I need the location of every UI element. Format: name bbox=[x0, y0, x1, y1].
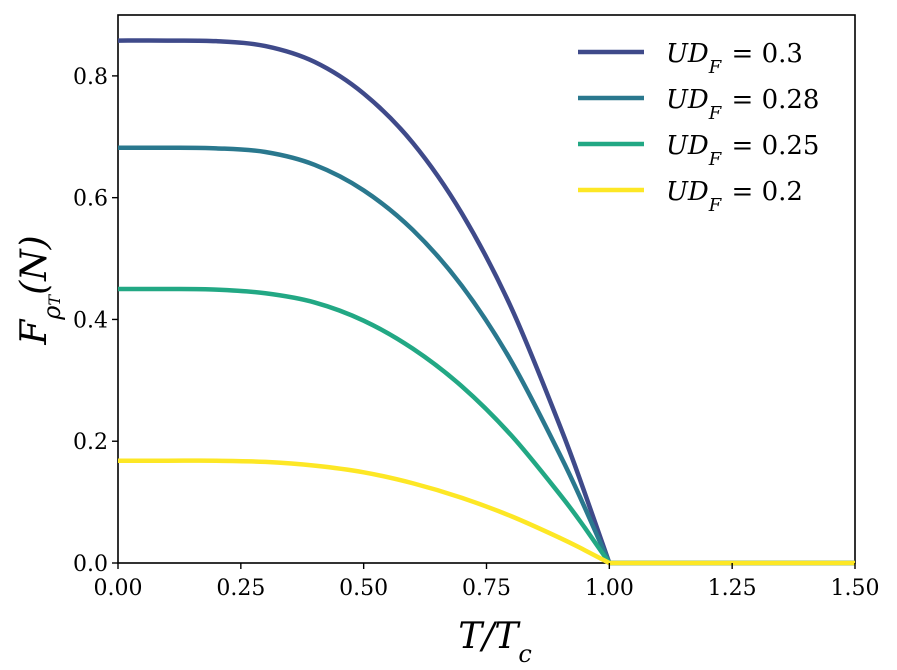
y-tick-label: 0.6 bbox=[73, 187, 108, 212]
x-axis-ticks: 0.00 0.25 0.50 0.75 1.00 1.25 1.50 bbox=[94, 563, 880, 601]
legend: UDF = 0.3 UDF = 0.28 UDF = 0.25 UDF = 0.2 bbox=[578, 39, 819, 216]
y-tick-label: 0.0 bbox=[73, 552, 108, 577]
legend-label: UDF = 0.2 bbox=[666, 177, 803, 216]
legend-label: UDF = 0.3 bbox=[666, 39, 803, 78]
x-tick-label: 0.50 bbox=[339, 576, 388, 601]
y-axis-title: FρT(N) bbox=[14, 235, 66, 345]
legend-label: UDF = 0.25 bbox=[666, 131, 819, 170]
y-tick-label: 0.8 bbox=[73, 65, 108, 90]
x-tick-label: 1.50 bbox=[831, 576, 880, 601]
x-tick-label: 0.25 bbox=[216, 576, 265, 601]
series-line-2 bbox=[117, 286, 855, 566]
x-tick-label: 1.25 bbox=[708, 576, 757, 601]
series-group bbox=[117, 38, 855, 566]
x-tick-label: 0.00 bbox=[94, 576, 143, 601]
series-line-3 bbox=[118, 458, 855, 566]
y-tick-label: 0.2 bbox=[73, 430, 108, 455]
series-line-1 bbox=[117, 145, 855, 566]
x-tick-label: 0.75 bbox=[462, 576, 511, 601]
y-axis-ticks: 0.0 0.2 0.4 0.6 0.8 bbox=[73, 65, 118, 577]
x-tick-label: 1.00 bbox=[585, 576, 634, 601]
y-tick-label: 0.4 bbox=[73, 308, 108, 333]
series-line-0 bbox=[117, 38, 855, 566]
legend-label: UDF = 0.28 bbox=[666, 85, 819, 124]
x-axis-title: T/Tc bbox=[458, 616, 532, 668]
